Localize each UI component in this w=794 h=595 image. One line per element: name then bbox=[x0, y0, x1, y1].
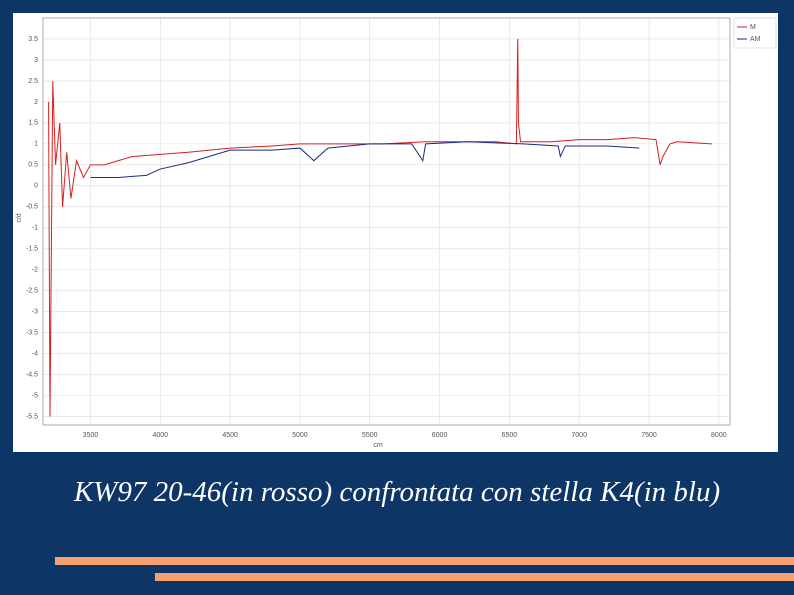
x-tick-label: 6500 bbox=[502, 432, 518, 439]
y-tick-label: 0 bbox=[34, 183, 38, 190]
legend-box bbox=[733, 17, 777, 49]
x-tick-label: 6000 bbox=[432, 432, 448, 439]
x-tick-label: 5500 bbox=[362, 432, 378, 439]
y-tick-label: -1 bbox=[32, 225, 38, 232]
y-tick-label: 1.5 bbox=[28, 120, 38, 127]
chart-background bbox=[13, 13, 778, 452]
y-tick-label: -3.5 bbox=[26, 330, 38, 337]
y-tick-label: 0.5 bbox=[28, 162, 38, 169]
x-tick-label: 3500 bbox=[83, 432, 99, 439]
decor-bar bbox=[55, 557, 794, 565]
x-axis-label: cm bbox=[373, 442, 383, 449]
y-tick-label: -4.5 bbox=[26, 371, 38, 378]
x-tick-label: 5000 bbox=[292, 432, 308, 439]
y-tick-label: -0.5 bbox=[26, 204, 38, 211]
y-tick-label: -3 bbox=[32, 309, 38, 316]
y-tick-label: 3.5 bbox=[28, 36, 38, 43]
y-tick-label: 3 bbox=[34, 57, 38, 64]
series-line bbox=[48, 38, 712, 417]
y-tick-label: -4 bbox=[32, 351, 38, 358]
chart: cm c/d 3.5 3 2.5 2 1.5 1 0.5 0 -0.5 -1 -1.5 -2 -2.5 -… bbox=[13, 13, 778, 452]
y-tick-label: 2 bbox=[34, 99, 38, 106]
x-tick-label: 7500 bbox=[641, 432, 657, 439]
x-tick-label: 7000 bbox=[571, 432, 587, 439]
caption: KW97 20-46(in rosso) confrontata con ste… bbox=[73, 476, 721, 508]
legend-label: M bbox=[750, 24, 756, 31]
y-tick-label: -5.5 bbox=[26, 413, 38, 420]
y-tick-label: -1.5 bbox=[26, 246, 38, 253]
legend-label: AM bbox=[750, 36, 761, 43]
decor-bar bbox=[155, 573, 794, 581]
series-line bbox=[90, 141, 640, 178]
y-tick-label: -2 bbox=[32, 267, 38, 274]
y-tick-label: -5 bbox=[32, 392, 38, 399]
x-tick-label: 4500 bbox=[222, 432, 238, 439]
y-tick-label: 2.5 bbox=[28, 78, 38, 85]
x-tick-label: 8000 bbox=[711, 432, 727, 439]
x-tick-label: 4000 bbox=[153, 432, 169, 439]
plot-frame bbox=[42, 17, 731, 426]
y-tick-label: 1 bbox=[34, 141, 38, 148]
y-tick-label: -2.5 bbox=[26, 288, 38, 295]
y-axis-label: c/d bbox=[16, 213, 23, 222]
